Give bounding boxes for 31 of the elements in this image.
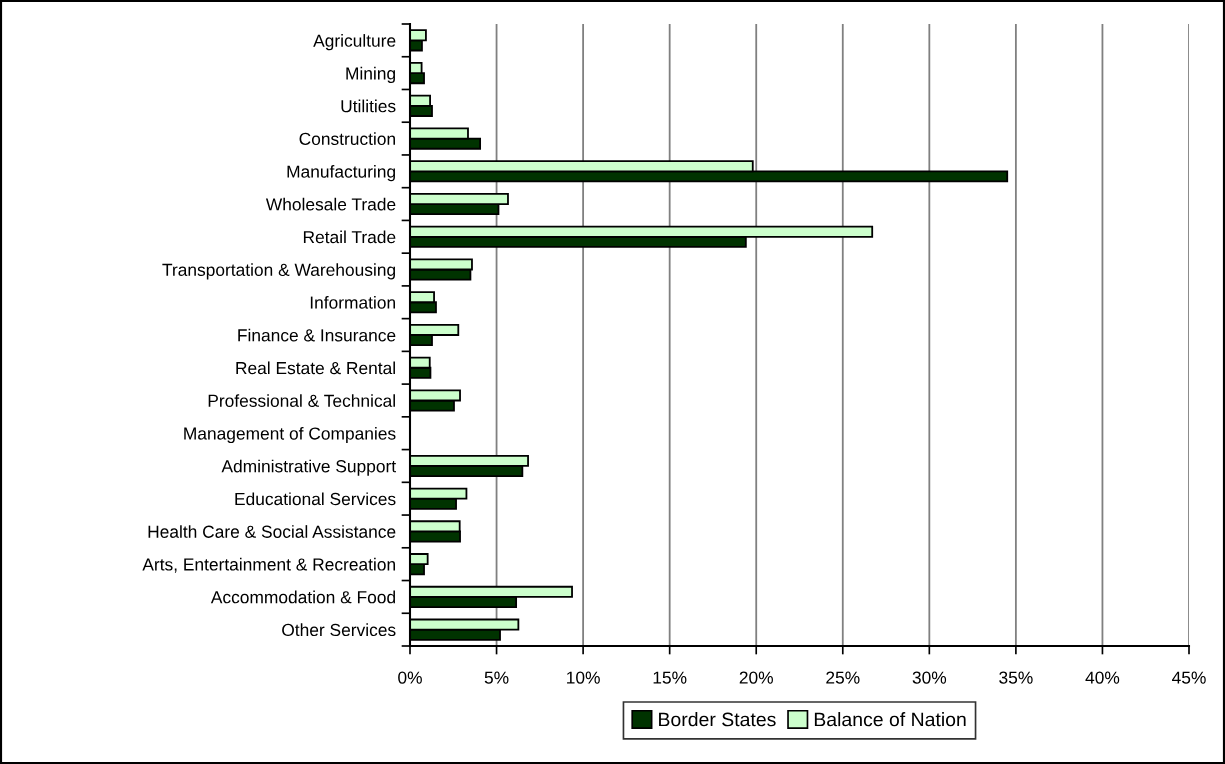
y-tick-label: Manufacturing (287, 165, 395, 182)
y-tick-label: Arts, Entertainment & Recreation (142, 557, 395, 573)
y-tick-label: Wholesale Trade (265, 197, 396, 211)
y-tick-label: Educational Services (235, 492, 396, 506)
y-tick-label: Construction (299, 132, 395, 146)
y-tick-label: Real Estate & Rental (236, 361, 395, 375)
y-tick-label: Other Services (282, 623, 396, 637)
x-tick-label: 30% (912, 671, 947, 684)
legend-label: Border States (659, 712, 776, 727)
x-tick-label: 5% (484, 671, 509, 684)
x-tick-label: 35% (999, 671, 1033, 684)
x-tick-label: 0% (398, 671, 422, 684)
y-tick-label: Management of Companies (184, 426, 396, 444)
y-tick-label: Information (310, 295, 395, 309)
y-tick-label: Mining (346, 66, 395, 83)
x-tick-label: 25% (826, 671, 860, 684)
y-tick-label: Agriculture (313, 34, 396, 51)
y-tick-label: Health Care & Social Assistance (148, 525, 396, 538)
x-tick-label: 15% (653, 671, 687, 684)
x-tick-label: 40% (1085, 671, 1120, 684)
y-tick-label: Transportation & Warehousing (162, 263, 396, 280)
y-tick-label: Finance & Insurance (238, 328, 396, 342)
x-tick-label: 45% (1172, 671, 1206, 684)
x-tick-label: 20% (739, 671, 773, 684)
y-tick-label: Professional & Technical (208, 394, 395, 407)
y-tick-label: Utilities (341, 99, 396, 113)
y-tick-label: Administrative Support (221, 459, 396, 476)
legend-label: Balance of Nation (814, 712, 966, 727)
y-tick-label: Accommodation & Food (210, 590, 395, 604)
x-tick-label: 10% (567, 671, 600, 684)
y-tick-label: Retail Trade (303, 230, 396, 244)
